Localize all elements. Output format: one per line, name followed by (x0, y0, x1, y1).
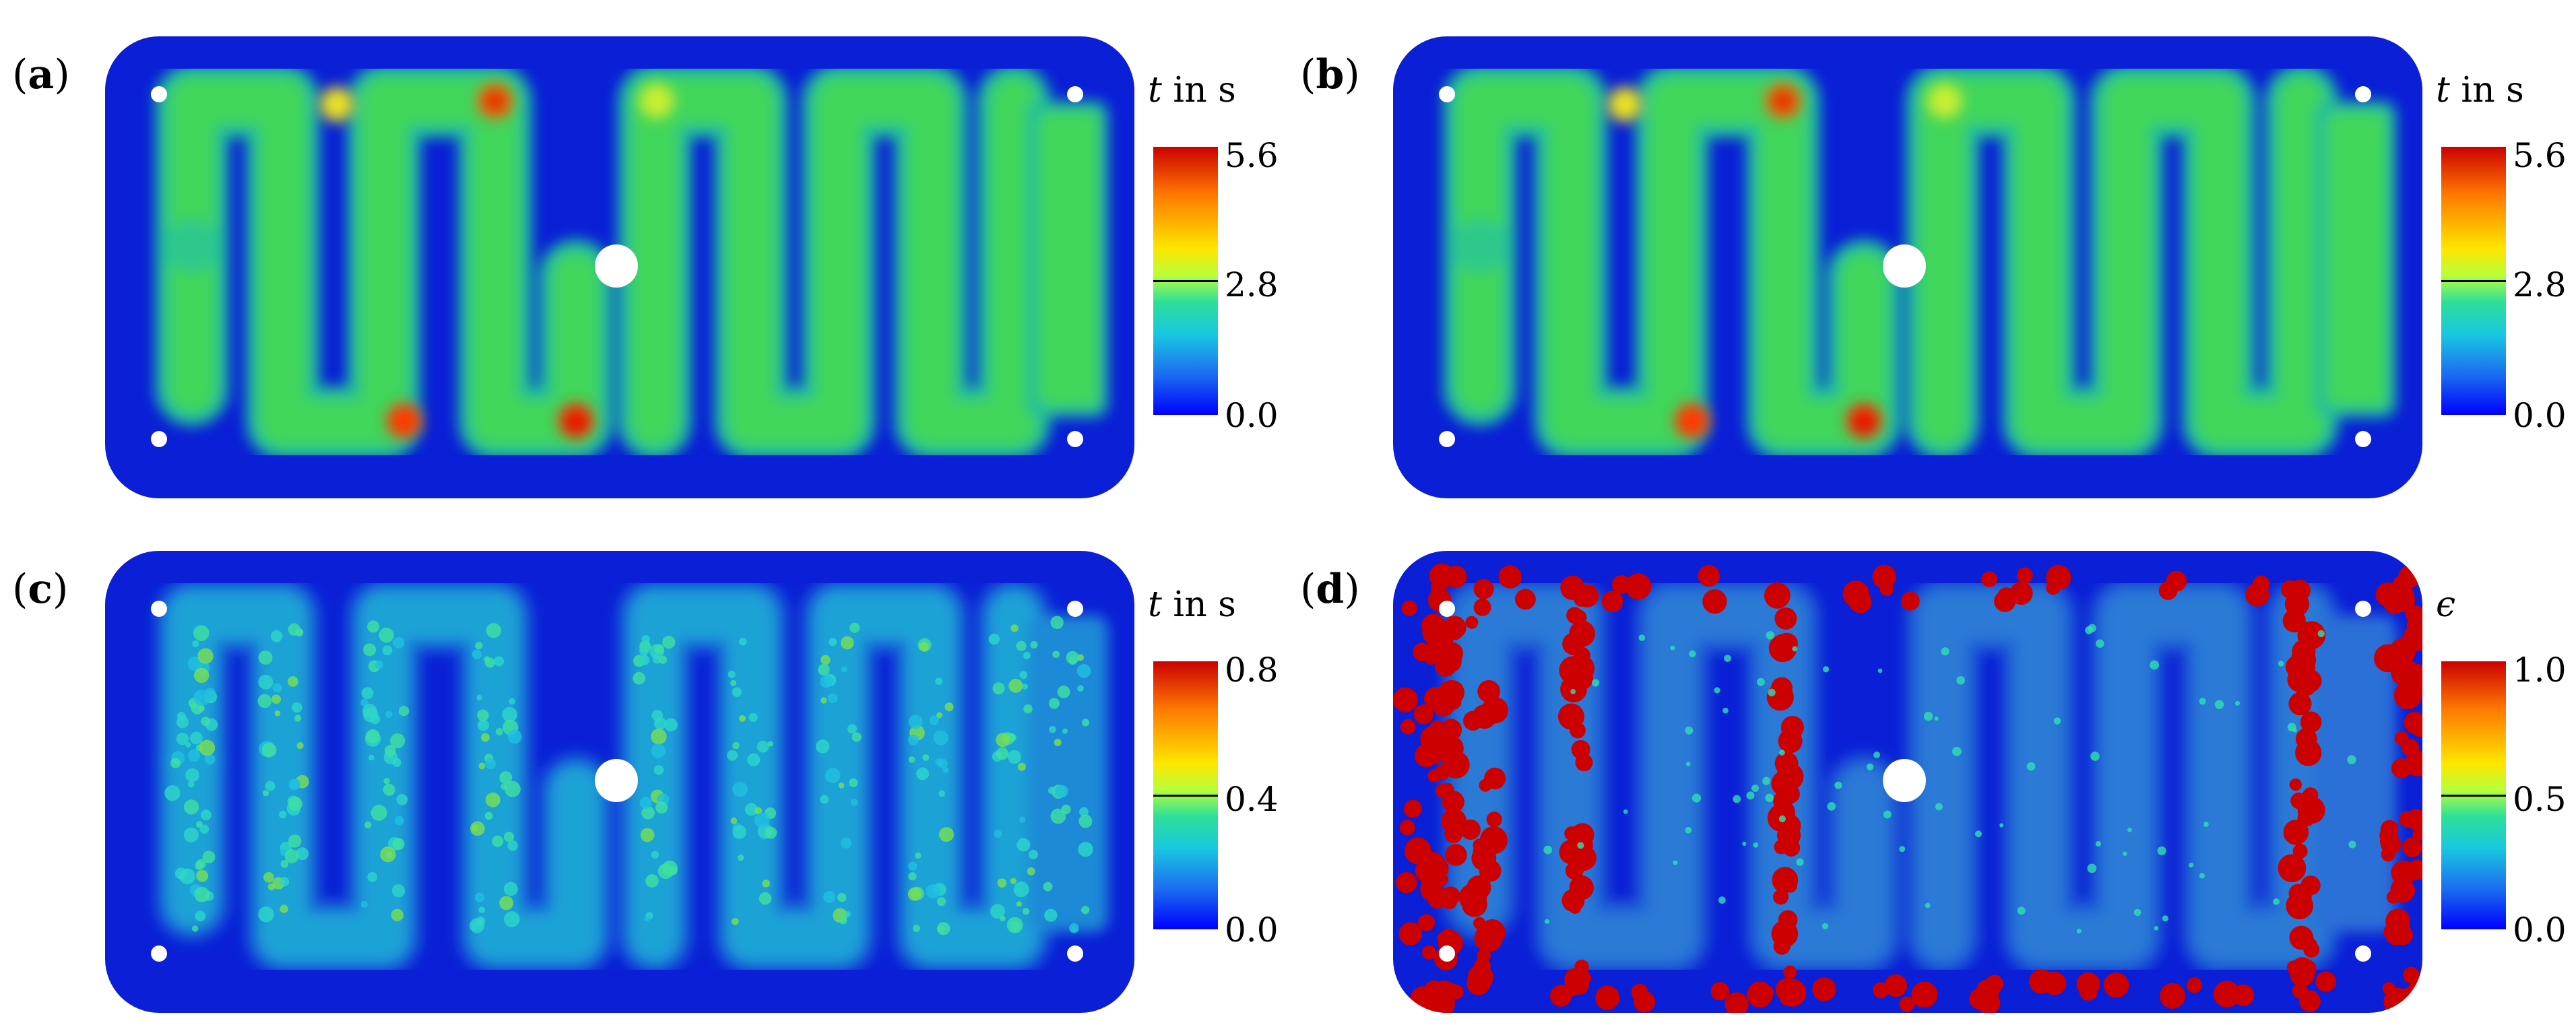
difference-field-plot (105, 551, 1134, 1013)
mounting-hole (1439, 945, 1455, 962)
mounting-hole (1439, 86, 1455, 102)
mounting-hole (1439, 601, 1455, 617)
colorbar-mid-label: 0.5 (2513, 780, 2567, 819)
mounting-hole (2355, 431, 2371, 447)
panel-label: (c) (12, 566, 69, 613)
mounting-hole (1439, 431, 1455, 447)
mounting-hole (2355, 945, 2371, 962)
colorbar-min-label: 0.0 (1225, 910, 1279, 950)
mounting-hole (1067, 945, 1083, 962)
colorbar-min-label: 0.0 (1225, 396, 1279, 435)
colorbar-tick-mid (1153, 795, 1218, 797)
mounting-hole (1067, 601, 1083, 617)
mounting-hole (2355, 601, 2371, 617)
colorbar-title: ϵ (2436, 585, 2456, 625)
center-hole (595, 759, 638, 802)
colorbar-min-label: 0.0 (2513, 910, 2567, 950)
panel-label: (b) (1300, 51, 1360, 98)
mounting-hole (1067, 86, 1083, 102)
colorbar-mid-label: 2.8 (2513, 265, 2567, 304)
relative-error-plot (1393, 551, 2422, 1013)
colorbar-tick-mid (2441, 795, 2506, 797)
mounting-hole (2355, 86, 2371, 102)
mounting-hole (1067, 431, 1083, 447)
colorbar-tick-mid (1153, 280, 1218, 282)
center-hole (1883, 759, 1926, 802)
mounting-hole (151, 945, 167, 962)
colorbar-max-label: 0.8 (1225, 651, 1279, 690)
temperature-field-plot (105, 36, 1134, 498)
colorbar-max-label: 5.6 (1225, 136, 1279, 175)
panel-label: (d) (1300, 566, 1360, 613)
mounting-hole (151, 86, 167, 102)
panel-label: (a) (12, 51, 70, 98)
colorbar-mid-label: 2.8 (1225, 265, 1279, 304)
colorbar-title: t in s (2436, 70, 2524, 110)
center-hole (595, 244, 638, 288)
colorbar-title: t in s (1148, 585, 1236, 625)
colorbar-max-label: 5.6 (2513, 136, 2567, 175)
panel-a: (a) t in s 5.6 2.8 0.0 (0, 0, 1288, 514)
mounting-hole (151, 601, 167, 617)
center-hole (1883, 244, 1926, 288)
panel-d: (d) ϵ 1.0 0.5 0.0 (1288, 514, 2576, 1029)
colorbar-tick-mid (2441, 280, 2506, 282)
mounting-hole (151, 431, 167, 447)
panel-c: (c) t in s 0.8 0.4 0.0 (0, 514, 1288, 1029)
temperature-field-plot (1393, 36, 2422, 498)
colorbar-title: t in s (1148, 70, 1236, 110)
colorbar-max-label: 1.0 (2513, 651, 2567, 690)
panel-b: (b) t in s 5.6 2.8 0.0 (1288, 0, 2576, 514)
colorbar-min-label: 0.0 (2513, 396, 2567, 435)
colorbar-mid-label: 0.4 (1225, 780, 1279, 819)
